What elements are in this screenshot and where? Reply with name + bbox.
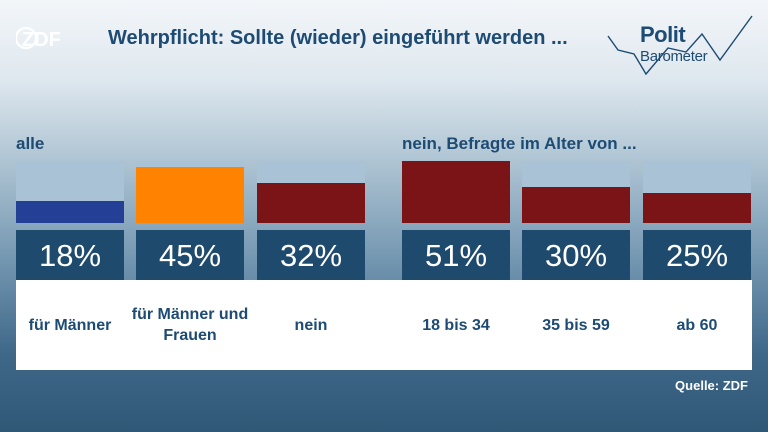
bar-nein: [257, 183, 365, 223]
category-label-nein: nein: [294, 316, 328, 334]
category-label-fuer-maenner: für Männer: [28, 316, 112, 334]
value-label-nein: 32%: [257, 230, 365, 280]
bar-track-nein: [257, 161, 365, 223]
bar-35-bis-59: [522, 187, 630, 223]
bar-track-18-bis-34: [402, 161, 510, 223]
value-label-ab-60: 25%: [643, 230, 751, 280]
bar-track-fuer-maenner: [16, 161, 124, 223]
politbarometer-polit-text: Polit: [640, 22, 686, 47]
value-label-35-bis-59: 30%: [522, 230, 630, 280]
group-label-alle: alle: [16, 134, 45, 153]
category-panel: [16, 280, 752, 370]
bar-ab-60: [643, 193, 751, 223]
bar-track-35-bis-59: [522, 161, 630, 223]
value-label-fuer-maenner: 18%: [16, 230, 124, 280]
bar-18-bis-34: [402, 161, 510, 223]
zdf-logo: ZDF: [16, 26, 61, 50]
category-label-18-bis-34: 18 bis 34: [422, 316, 490, 334]
chart-title: Wehrpflicht: Sollte (wieder) eingeführt …: [108, 27, 568, 49]
group-label-nein-age: nein, Befragte im Alter von ...: [402, 134, 637, 153]
politbarometer-barometer-text: Barometer: [640, 48, 708, 65]
value-label-fuer-maenner-und-frauen: 45%: [136, 230, 244, 280]
zdf-logo-text: ZDF: [22, 29, 61, 50]
bar-fuer-maenner-und-frauen: [136, 167, 244, 223]
category-label-ab-60: ab 60: [676, 316, 718, 334]
category-label-35-bis-59: 35 bis 59: [542, 316, 610, 334]
category-label-fuer-maenner-und-frauen: für Männer und Frauen: [131, 306, 249, 344]
politbarometer-logo: [607, 15, 753, 76]
bar-track-ab-60: [643, 161, 751, 223]
value-label-18-bis-34: 51%: [402, 230, 510, 280]
bar-fuer-maenner: [16, 201, 124, 223]
bar-track-fuer-maenner-und-frauen: [136, 161, 244, 223]
source-label: Quelle: ZDF: [675, 378, 748, 393]
